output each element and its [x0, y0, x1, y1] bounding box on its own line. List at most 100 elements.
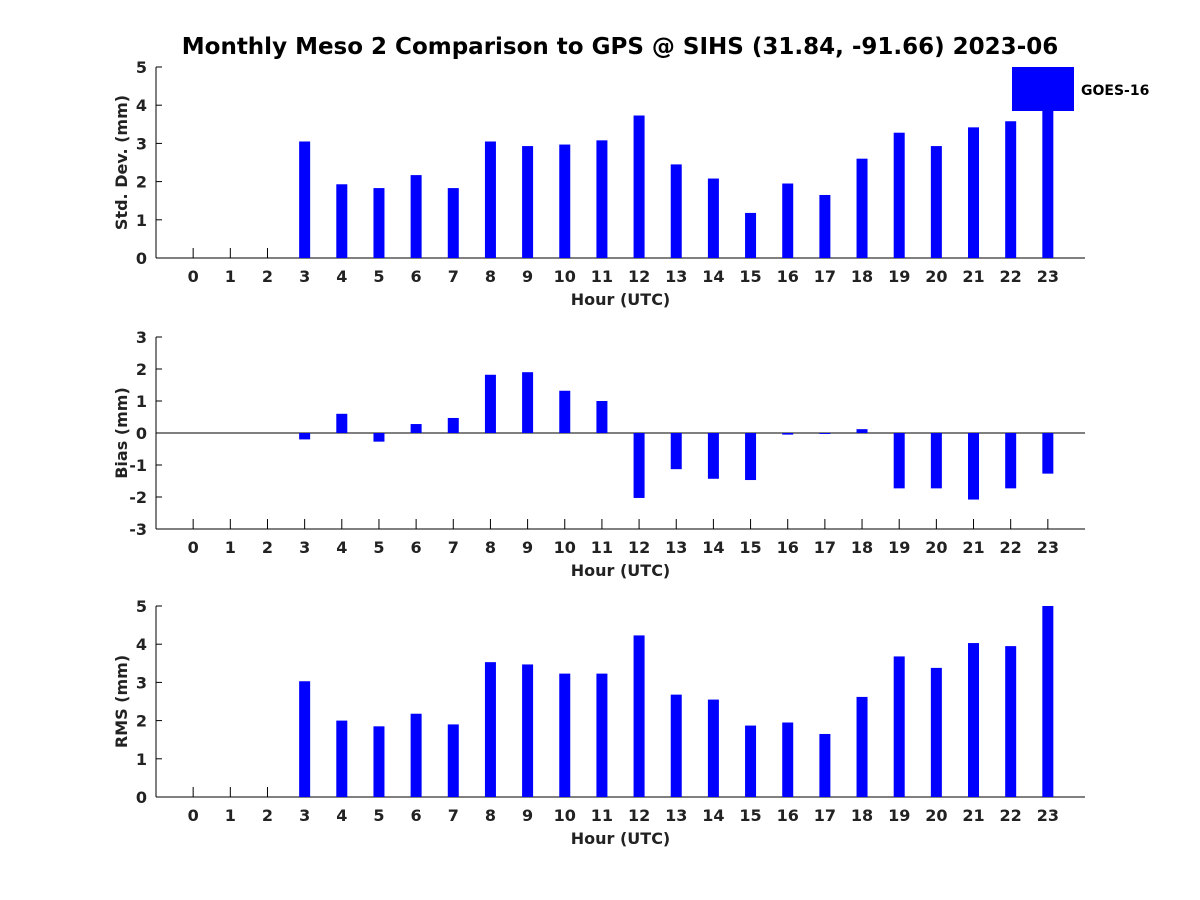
x-tick-label: 13	[665, 267, 687, 286]
x-axis-label: Hour (UTC)	[571, 829, 671, 848]
x-tick-label: 15	[739, 806, 761, 825]
y-tick-label: 4	[136, 635, 147, 654]
bar-std_dev-hour-10	[559, 144, 571, 258]
bar-rms-hour-10	[559, 673, 571, 797]
bar-rms-hour-22	[1005, 646, 1017, 797]
y-tick-label: 1	[136, 392, 147, 411]
bar-bias-hour-15	[745, 433, 757, 481]
y-tick-label: 0	[136, 424, 147, 443]
x-tick-label: 22	[1000, 806, 1022, 825]
x-tick-label: 4	[336, 538, 347, 557]
bar-std_dev-hour-23	[1042, 67, 1054, 258]
bar-std_dev-hour-5	[373, 188, 385, 258]
bar-bias-hour-13	[670, 433, 682, 470]
x-tick-label: 6	[411, 806, 422, 825]
bar-std_dev-hour-18	[856, 158, 868, 258]
x-tick-label: 7	[448, 538, 459, 557]
x-tick-label: 0	[188, 267, 199, 286]
x-tick-label: 17	[814, 806, 836, 825]
x-tick-label: 7	[448, 806, 459, 825]
x-tick-label: 11	[591, 806, 613, 825]
y-tick-label: 1	[136, 750, 147, 769]
x-tick-label: 14	[702, 806, 724, 825]
x-tick-label: 2	[262, 267, 273, 286]
x-tick-label: 16	[777, 806, 799, 825]
bar-std_dev-hour-11	[596, 140, 608, 258]
bar-bias-hour-9	[522, 372, 534, 433]
bar-bias-hour-3	[299, 433, 311, 440]
bar-bias-hour-14	[707, 433, 719, 479]
x-tick-label: 3	[299, 538, 310, 557]
x-tick-label: 18	[851, 806, 873, 825]
bar-bias-hour-16	[782, 433, 794, 435]
bar-std_dev-hour-20	[930, 146, 942, 258]
y-tick-label: 0	[136, 249, 147, 268]
y-axis-label: Bias (mm)	[112, 387, 131, 479]
bar-rms-hour-13	[670, 694, 682, 797]
y-tick-label: -1	[129, 456, 147, 475]
bar-bias-hour-18	[856, 429, 868, 433]
bar-std_dev-hour-15	[745, 212, 757, 258]
y-tick-label: -3	[129, 520, 147, 539]
x-tick-label: 21	[962, 806, 984, 825]
bar-rms-hour-6	[410, 713, 422, 797]
x-axis-label: Hour (UTC)	[571, 561, 671, 580]
x-tick-label: 7	[448, 267, 459, 286]
bar-rms-hour-5	[373, 726, 385, 797]
bar-std_dev-hour-12	[633, 115, 645, 258]
y-tick-label: 3	[136, 328, 147, 347]
bar-rms-hour-19	[893, 656, 905, 797]
x-tick-label: 23	[1037, 267, 1059, 286]
x-tick-label: 18	[851, 538, 873, 557]
x-tick-label: 10	[554, 538, 576, 557]
x-tick-label: 17	[814, 267, 836, 286]
bar-std_dev-hour-21	[968, 127, 980, 258]
legend: GOES-16	[1012, 67, 1149, 111]
x-tick-label: 3	[299, 806, 310, 825]
y-tick-label: -2	[129, 488, 147, 507]
bar-std_dev-hour-17	[819, 194, 831, 258]
bar-bias-hour-5	[373, 433, 385, 442]
bar-bias-hour-17	[819, 433, 831, 434]
x-tick-label: 5	[373, 267, 384, 286]
x-tick-label: 18	[851, 267, 873, 286]
y-tick-label: 3	[136, 673, 147, 692]
x-tick-label: 20	[925, 806, 947, 825]
x-tick-label: 6	[411, 267, 422, 286]
x-tick-label: 0	[188, 538, 199, 557]
x-tick-label: 16	[777, 267, 799, 286]
x-tick-label: 22	[1000, 538, 1022, 557]
bar-rms-hour-20	[930, 667, 942, 797]
bar-rms-hour-11	[596, 673, 608, 797]
bar-rms-hour-12	[633, 635, 645, 797]
legend-swatch	[1012, 67, 1074, 111]
x-tick-label: 0	[188, 806, 199, 825]
bar-bias-hour-7	[447, 417, 459, 433]
bar-rms-hour-16	[782, 722, 794, 797]
x-tick-label: 10	[554, 806, 576, 825]
x-tick-label: 14	[702, 538, 724, 557]
bar-bias-hour-4	[336, 413, 348, 433]
y-axis-label: RMS (mm)	[112, 655, 131, 748]
bar-rms-hour-23	[1042, 606, 1054, 797]
bar-rms-hour-9	[522, 664, 534, 797]
x-tick-label: 13	[665, 538, 687, 557]
x-tick-label: 12	[628, 267, 650, 286]
x-tick-label: 11	[591, 538, 613, 557]
chart-title: Monthly Meso 2 Comparison to GPS @ SIHS …	[182, 34, 1059, 60]
bar-rms-hour-18	[856, 696, 868, 797]
x-tick-label: 19	[888, 538, 910, 557]
bar-std_dev-hour-4	[336, 184, 348, 258]
y-tick-label: 1	[136, 211, 147, 230]
x-tick-label: 1	[225, 806, 236, 825]
bar-rms-hour-3	[299, 681, 311, 797]
x-tick-label: 2	[262, 806, 273, 825]
x-tick-label: 4	[336, 267, 347, 286]
bar-rms-hour-17	[819, 733, 831, 797]
y-tick-label: 3	[136, 134, 147, 153]
x-axis-label: Hour (UTC)	[571, 290, 671, 309]
bar-bias-hour-19	[893, 433, 905, 489]
